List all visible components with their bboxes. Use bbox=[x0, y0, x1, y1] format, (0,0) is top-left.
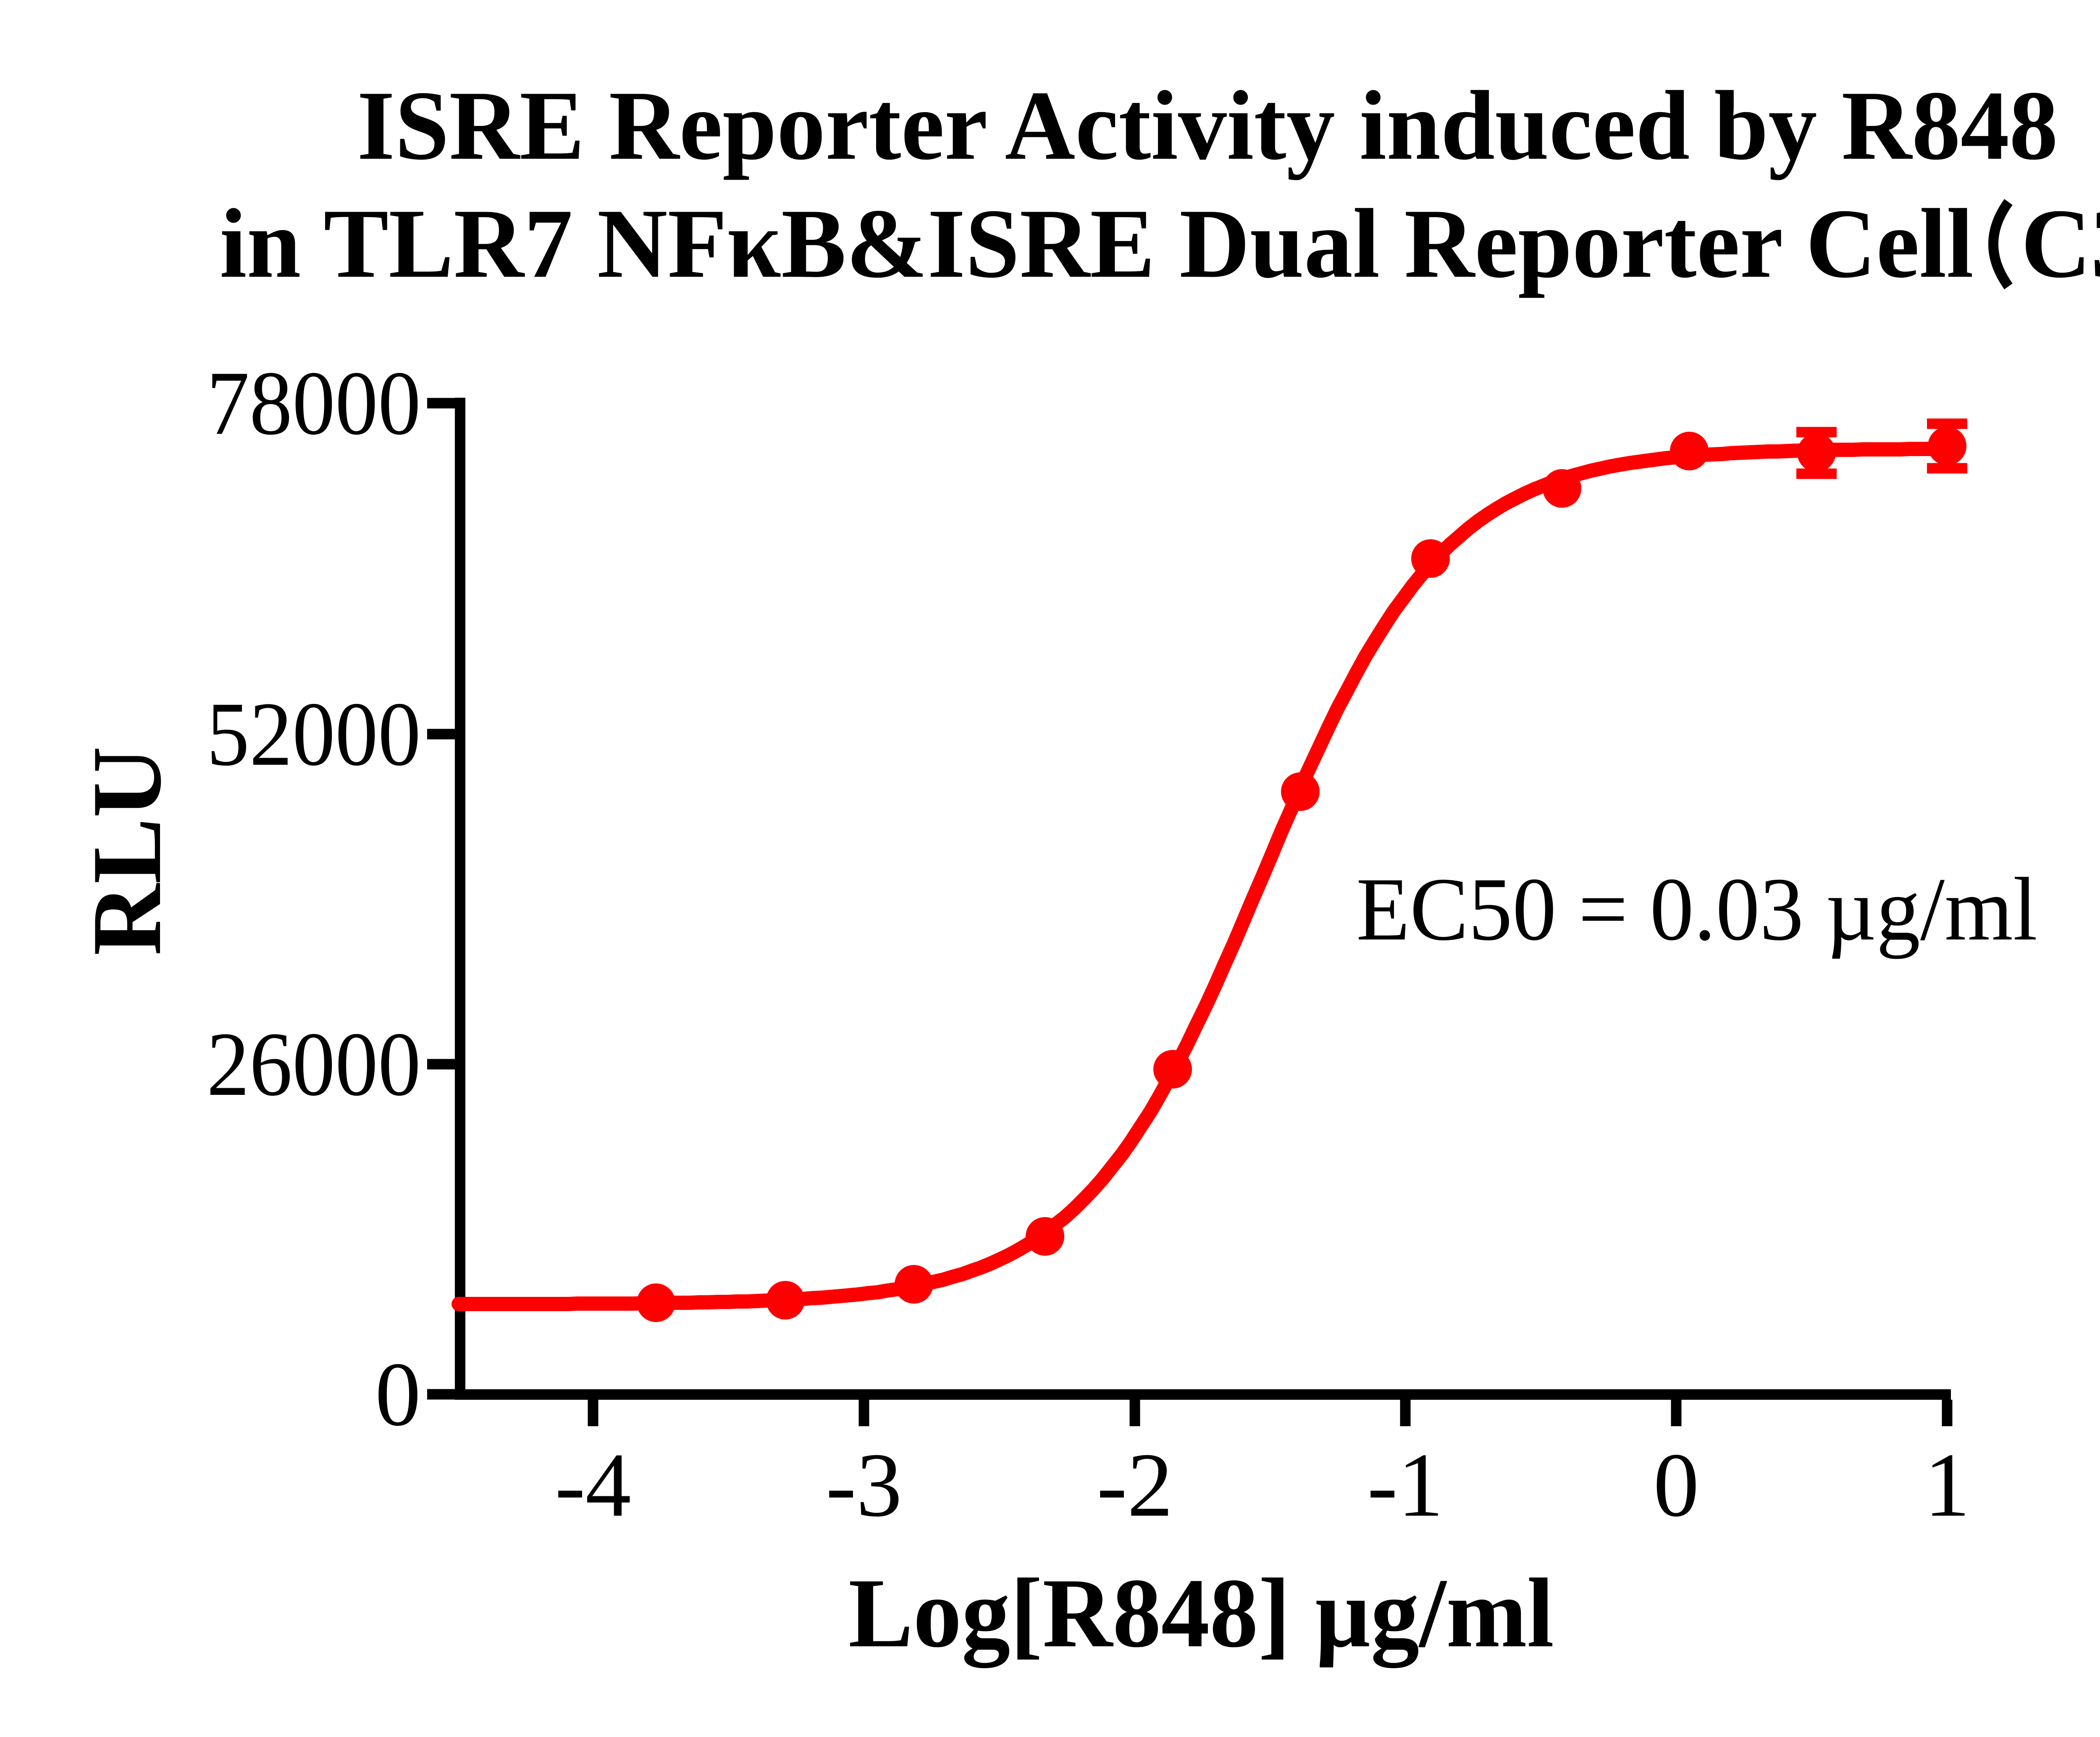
svg-text:-2: -2 bbox=[1097, 1435, 1173, 1536]
svg-text:in TLR7 NFκB&ISRE Dual Reporte: in TLR7 NFκB&ISRE Dual Reporter Cell bbox=[220, 189, 1974, 299]
svg-text:RLU: RLU bbox=[72, 746, 182, 955]
svg-text:26000: 26000 bbox=[207, 1014, 421, 1115]
svg-text:Log[R848] µg/ml: Log[R848] µg/ml bbox=[848, 1559, 1554, 1668]
svg-text:52000: 52000 bbox=[207, 684, 421, 785]
svg-text:78000: 78000 bbox=[207, 353, 421, 454]
svg-text:ISRE Reporter Activity induced: ISRE Reporter Activity induced by R848 bbox=[357, 71, 2058, 181]
svg-text:1: 1 bbox=[1924, 1435, 1970, 1536]
svg-text:0: 0 bbox=[375, 1344, 421, 1445]
svg-text:-3: -3 bbox=[826, 1435, 902, 1536]
svg-text:-4: -4 bbox=[555, 1435, 631, 1536]
svg-text:0: 0 bbox=[1654, 1435, 1699, 1536]
svg-text:C3: C3 bbox=[2021, 189, 2100, 299]
svg-text:EC50 = 0.03 µg/ml: EC50 = 0.03 µg/ml bbox=[1356, 859, 2037, 959]
svg-text:-1: -1 bbox=[1367, 1435, 1444, 1536]
